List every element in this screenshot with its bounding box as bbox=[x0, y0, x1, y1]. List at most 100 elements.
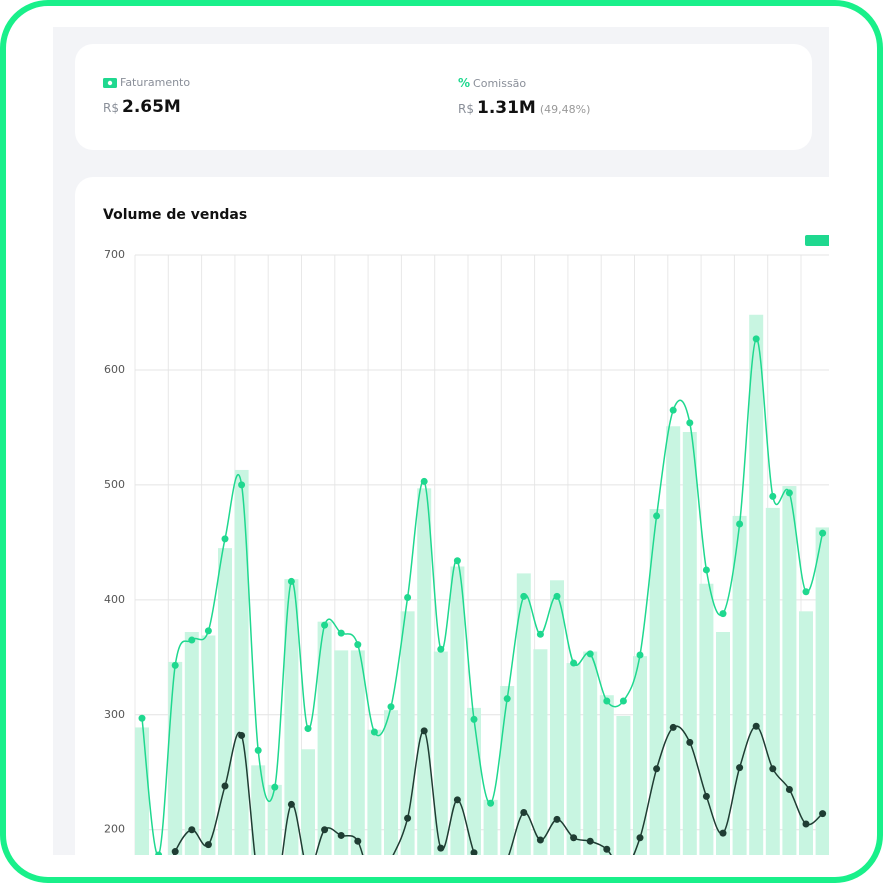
bar bbox=[765, 507, 780, 855]
y-tick-label: 400 bbox=[104, 593, 125, 606]
point bbox=[138, 714, 146, 722]
point bbox=[769, 765, 777, 773]
bar bbox=[218, 548, 232, 855]
kpi-label: Comissão bbox=[473, 76, 527, 90]
bar bbox=[533, 649, 548, 855]
point bbox=[155, 851, 163, 855]
y-tick-label: 700 bbox=[104, 248, 125, 261]
point bbox=[254, 746, 262, 754]
bar bbox=[649, 509, 664, 855]
point bbox=[287, 800, 295, 808]
line bbox=[141, 338, 824, 855]
point bbox=[736, 764, 744, 772]
point bbox=[188, 636, 196, 644]
y-tick-label: 200 bbox=[104, 823, 125, 836]
bar bbox=[284, 579, 299, 855]
point bbox=[404, 594, 412, 602]
point bbox=[204, 841, 212, 849]
bar bbox=[616, 715, 631, 855]
point bbox=[819, 529, 827, 537]
bar bbox=[301, 749, 315, 855]
point bbox=[570, 834, 578, 842]
kpi-card: Faturamento R$ 2.65M % Comissão R$ 1.31M (4… bbox=[75, 44, 812, 150]
point bbox=[470, 715, 478, 723]
bar bbox=[450, 566, 465, 855]
percent-icon: % bbox=[458, 76, 471, 90]
bar bbox=[350, 650, 365, 855]
kpi-label-row: % Comissão bbox=[458, 76, 590, 90]
kpi-label-row: Faturamento bbox=[103, 76, 190, 89]
bar bbox=[251, 765, 266, 855]
point bbox=[387, 703, 395, 711]
point bbox=[520, 808, 528, 816]
point bbox=[470, 849, 478, 855]
bar bbox=[168, 661, 183, 855]
point bbox=[653, 765, 661, 773]
point bbox=[719, 610, 727, 618]
kpi-value: 1.31M bbox=[476, 98, 536, 118]
point bbox=[321, 621, 329, 629]
point bbox=[321, 826, 329, 834]
currency: R$ bbox=[458, 102, 474, 116]
chart: 200 300 400 500 600 700 bbox=[104, 235, 829, 855]
bar bbox=[682, 432, 697, 855]
chart-title: Volume de vendas bbox=[103, 207, 248, 223]
point bbox=[453, 796, 461, 804]
point bbox=[171, 661, 179, 669]
bar bbox=[234, 469, 249, 855]
point bbox=[586, 837, 594, 845]
point bbox=[736, 520, 744, 528]
point bbox=[686, 738, 694, 746]
bar bbox=[799, 611, 813, 855]
bar bbox=[201, 635, 216, 855]
point bbox=[653, 512, 661, 520]
bar bbox=[550, 580, 564, 855]
y-tick-label: 300 bbox=[104, 708, 125, 721]
point bbox=[702, 566, 710, 574]
bar bbox=[516, 573, 531, 855]
bar bbox=[417, 488, 432, 855]
point bbox=[354, 837, 362, 845]
point bbox=[570, 659, 578, 667]
point bbox=[204, 627, 212, 635]
point bbox=[802, 820, 810, 828]
point bbox=[636, 651, 644, 659]
point bbox=[503, 695, 511, 703]
y-tick-label: 600 bbox=[104, 363, 125, 376]
currency: R$ bbox=[103, 101, 119, 115]
bar bbox=[384, 710, 398, 855]
point bbox=[553, 592, 561, 600]
point bbox=[287, 577, 295, 585]
money-icon bbox=[103, 77, 117, 88]
kpi-percent: (49,48%) bbox=[539, 103, 591, 116]
point bbox=[171, 848, 179, 855]
point bbox=[337, 629, 345, 637]
point bbox=[586, 650, 594, 658]
point bbox=[238, 481, 246, 489]
point bbox=[719, 829, 727, 837]
point bbox=[769, 492, 777, 500]
point bbox=[669, 406, 677, 414]
bar bbox=[433, 651, 448, 855]
bar bbox=[367, 729, 382, 855]
point bbox=[238, 731, 246, 739]
kpi-value-row: R$ 1.31M (49,48%) bbox=[458, 98, 590, 118]
point bbox=[619, 697, 627, 705]
bar bbox=[716, 632, 730, 855]
point bbox=[420, 727, 428, 735]
point bbox=[819, 810, 827, 818]
point bbox=[337, 831, 345, 839]
point bbox=[802, 588, 810, 596]
kpi-value-row: R$ 2.65M bbox=[103, 97, 190, 117]
kpi-commission: % Comissão R$ 1.31M (49,48%) bbox=[458, 76, 590, 118]
point bbox=[437, 645, 445, 653]
point bbox=[520, 592, 528, 600]
point bbox=[536, 836, 544, 844]
bar bbox=[699, 583, 714, 855]
point bbox=[420, 477, 428, 485]
bar bbox=[749, 314, 764, 855]
point bbox=[686, 419, 694, 427]
point bbox=[437, 844, 445, 852]
point bbox=[603, 697, 611, 705]
